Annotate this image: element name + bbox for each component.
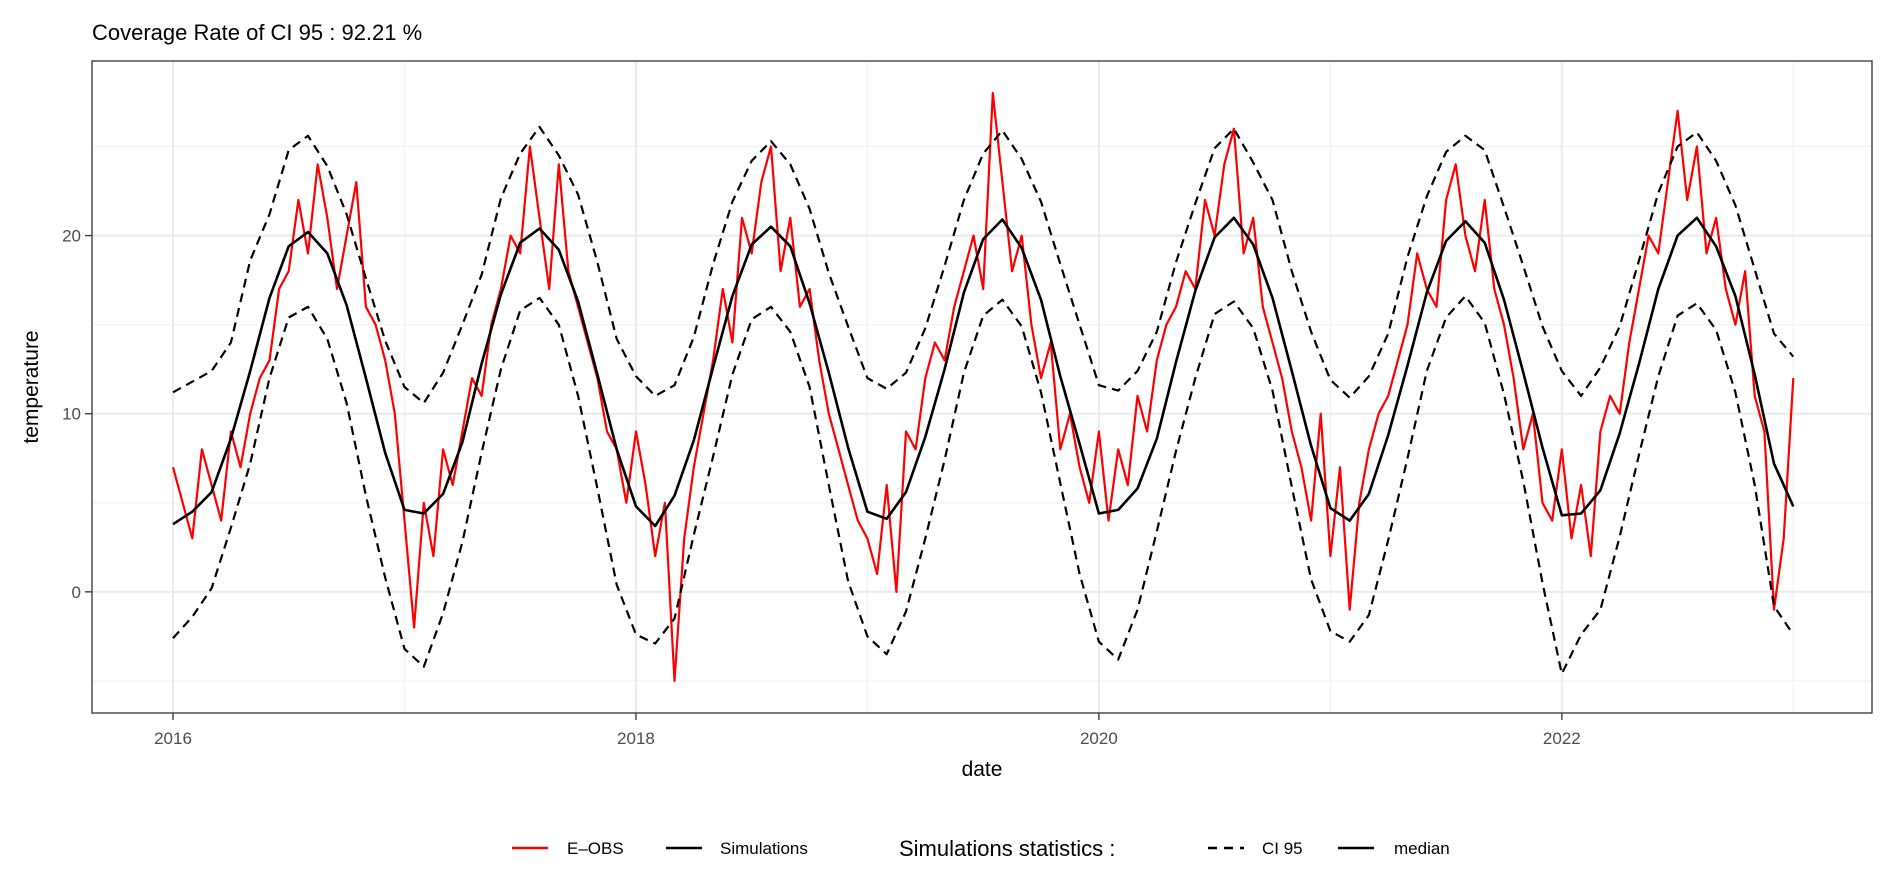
x-axis: 2016 2018 2020 2022 (154, 713, 1581, 748)
series-line-ci-95-lower (172, 295, 1795, 675)
series-line-median (172, 216, 1795, 528)
x-tick-label: 2022 (1543, 729, 1581, 748)
x-axis-title: date (962, 758, 1003, 781)
legend: E–OBS Simulations Simulations statistics… (512, 836, 1450, 861)
grid (92, 61, 1872, 713)
x-tick-label: 2020 (1080, 729, 1118, 748)
legend-label-eobs: E–OBS (567, 839, 624, 858)
y-axis-title: temperature (20, 330, 43, 443)
legend-label-ci95: CI 95 (1262, 839, 1303, 858)
x-tick-label: 2016 (154, 729, 192, 748)
y-tick-label: 0 (72, 583, 81, 602)
series-line-e-obs (171, 91, 1795, 683)
legend-label-median: median (1394, 839, 1450, 858)
y-axis: 0 10 20 (62, 227, 92, 602)
y-tick-label: 10 (62, 405, 81, 424)
series-lines (171, 91, 1795, 683)
y-tick-label: 20 (62, 227, 81, 246)
x-tick-label: 2018 (617, 729, 655, 748)
legend-title-statistics: Simulations statistics : (899, 836, 1115, 861)
plot-panel-border (91, 60, 1873, 714)
legend-label-simulations: Simulations (720, 839, 808, 858)
chart-title: Coverage Rate of CI 95 : 92.21 % (92, 20, 422, 45)
series-line-ci-95-upper (172, 125, 1795, 405)
